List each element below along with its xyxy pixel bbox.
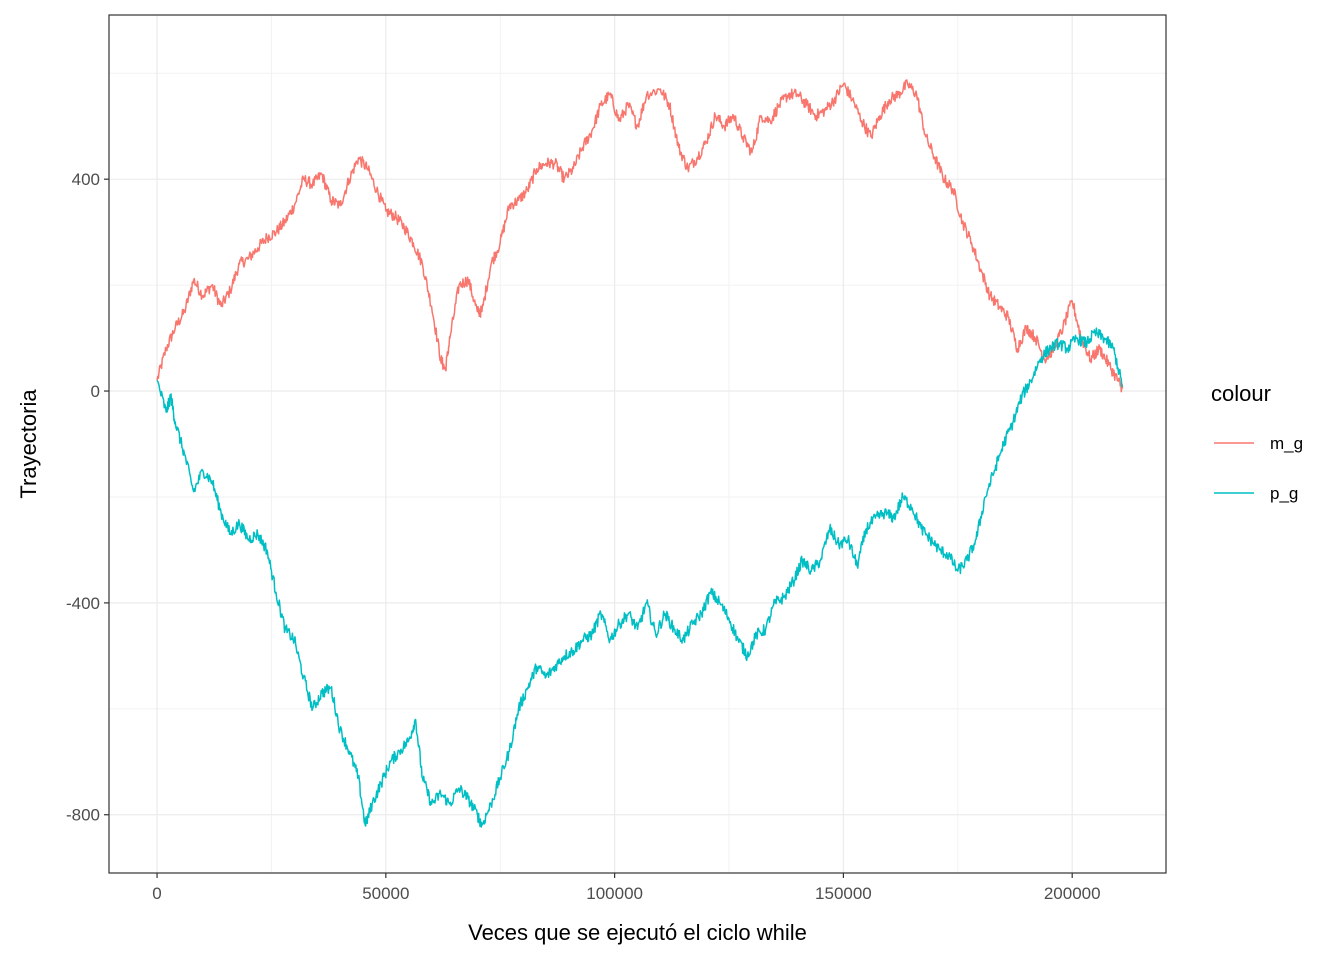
x-tick-label: 200000 — [1044, 884, 1101, 903]
legend-label-p-g: p_g — [1270, 484, 1298, 503]
legend: colour m_g p_g — [1211, 381, 1303, 503]
y-axis: -800 -400 0 400 — [66, 170, 109, 825]
legend-label-m-g: m_g — [1270, 434, 1303, 453]
legend-items: m_g p_g — [1214, 434, 1303, 503]
x-axis: 0 50000 100000 150000 200000 — [152, 873, 1101, 903]
y-tick-label: -800 — [66, 806, 100, 825]
x-tick-label: 150000 — [815, 884, 872, 903]
y-axis-title: Trayectoria — [16, 389, 41, 499]
y-tick-label: -400 — [66, 594, 100, 613]
y-tick-label: 400 — [72, 170, 100, 189]
x-tick-label: 50000 — [362, 884, 409, 903]
series-layer — [156, 79, 1124, 828]
x-tick-label: 100000 — [586, 884, 643, 903]
series-line-p-g — [156, 327, 1124, 828]
y-tick-label: 0 — [91, 382, 100, 401]
grid-minor — [109, 15, 1166, 873]
grid-major — [109, 15, 1166, 873]
x-axis-title: Veces que se ejecutó el ciclo while — [468, 920, 807, 945]
x-tick-label: 0 — [152, 884, 161, 903]
plot-panel-border — [108, 14, 1167, 874]
series-line-m-g — [156, 79, 1124, 393]
legend-title: colour — [1211, 381, 1271, 406]
